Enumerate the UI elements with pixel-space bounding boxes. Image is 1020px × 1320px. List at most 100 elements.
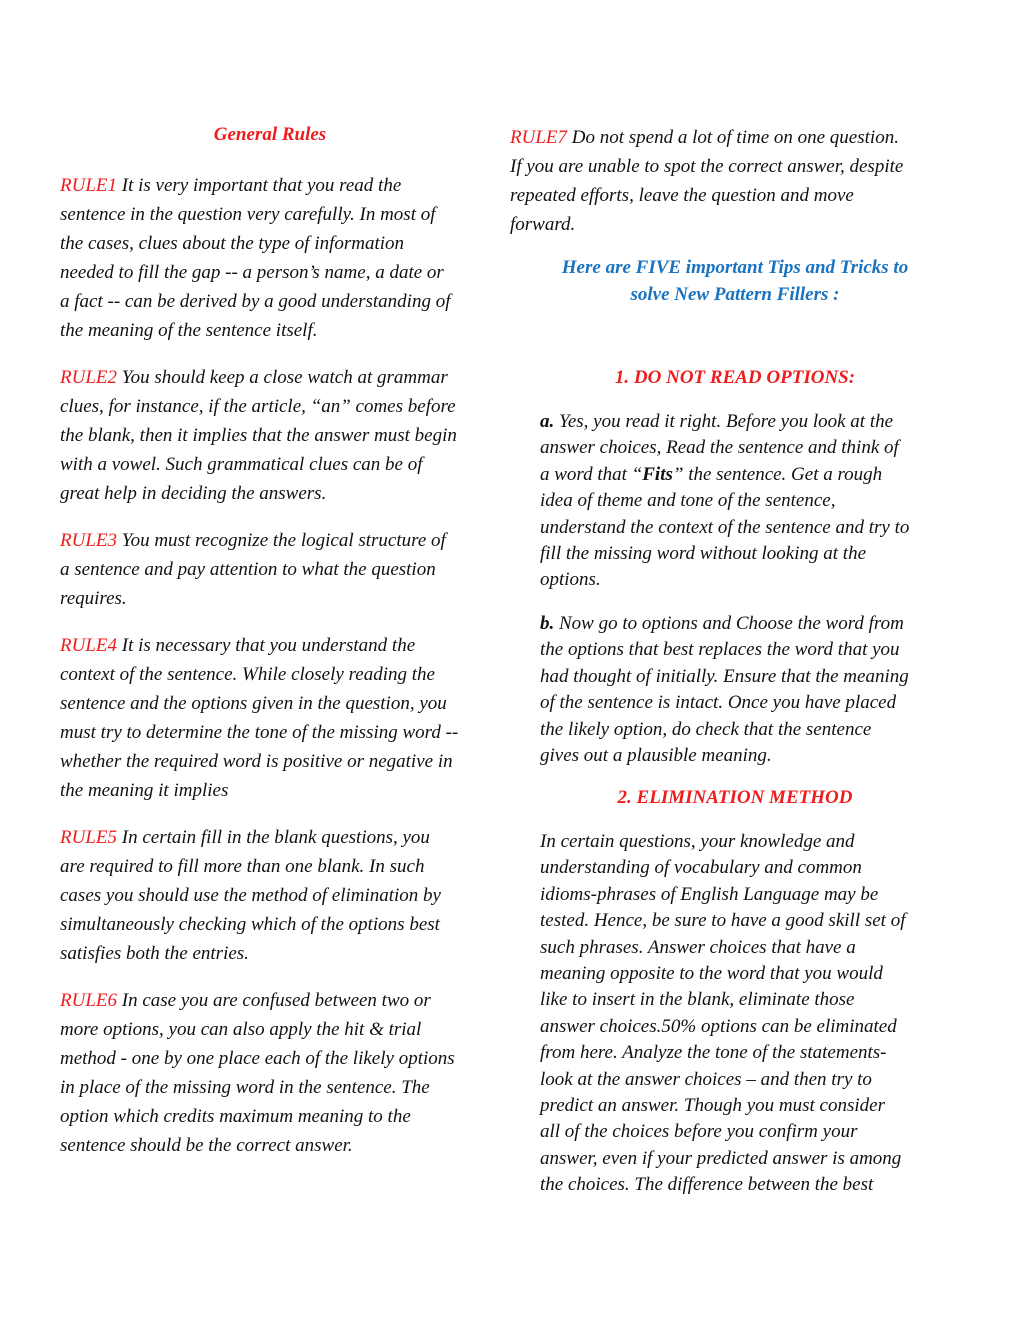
rule-label: RULE3 — [60, 530, 117, 551]
rule-label: RULE6 — [60, 990, 117, 1011]
rule-label: RULE2 — [60, 367, 117, 388]
elimination-line: answer, even if your predicted answer is… — [540, 1147, 902, 1169]
elimination-line: answer choices.50% options can be elimin… — [540, 1015, 897, 1037]
paragraph-line: cases you should use the method of elimi… — [60, 881, 490, 910]
tip-a-line: options. — [540, 569, 601, 591]
line-text: the likely option, do check that the sen… — [540, 718, 872, 740]
elimination-line: predict an answer. Though you must consi… — [540, 1095, 885, 1117]
line-text: simultaneously checking which of the opt… — [60, 914, 440, 935]
elimination-text: In certain questions, your knowledge and… — [540, 829, 905, 1199]
paragraph-line: repeated efforts, leave the question and… — [510, 181, 903, 210]
elimination-line: meaning opposite to the word that you wo… — [540, 963, 883, 985]
line-text: had thought of initially. Ensure that th… — [540, 665, 909, 687]
paragraph-line: in place of the missing word in the sent… — [60, 1073, 490, 1102]
rule-paragraph: RULE4 It is necessary that you understan… — [60, 631, 490, 805]
paragraph-line: RULE3 You must recognize the logical str… — [60, 526, 490, 555]
line-text: Do not spend a lot of time on one questi… — [567, 127, 899, 148]
rule-label: RULE4 — [60, 635, 117, 656]
line-text: gives out a plausible meaning. — [540, 745, 772, 767]
line-text: a sentence and pay attention to what the… — [60, 559, 436, 580]
tips-heading-line: solve New Pattern Fillers : — [630, 284, 840, 305]
paragraph-line: the likely option, do check that the sen… — [540, 717, 909, 743]
tip-a-line: Yes, you read it right. Before you look … — [554, 411, 894, 432]
paragraph-line: satisfies both the entries. — [60, 939, 490, 968]
line-text: the options that best replaces the word … — [540, 639, 900, 661]
tips-heading-line: Here are FIVE important Tips and Tricks … — [561, 257, 909, 278]
paragraph-line: RULE4 It is necessary that you understan… — [60, 631, 490, 660]
elimination-line: such phrases. Answer choices that have a — [540, 936, 856, 958]
paragraph-line: sentence should be the correct answer. — [60, 1131, 490, 1160]
paragraph-line: with a vowel. Such grammatical clues can… — [60, 450, 490, 479]
paragraph-line: great help in deciding the answers. — [60, 479, 490, 508]
line-text: It is necessary that you understand the — [117, 635, 416, 656]
tips-heading: Here are FIVE important Tips and Tricks … — [520, 254, 950, 308]
line-text: great help in deciding the answers. — [60, 483, 327, 504]
heading-do-not-read-options: 1. DO NOT READ OPTIONS: — [614, 367, 856, 388]
elimination-line: the choices. The difference between the … — [540, 1174, 874, 1196]
elimination-line: look at the answer choices – and then tr… — [540, 1068, 872, 1090]
line-text: If you are unable to spot the correct an… — [510, 156, 904, 177]
general-rules-title: General Rules — [213, 124, 327, 145]
paragraph-line: the blank, then it implies that the answ… — [60, 421, 490, 450]
fits-emphasis: Fits — [642, 463, 673, 485]
elimination-line: all of the choices before you confirm yo… — [540, 1121, 858, 1143]
line-text: of the sentence is intact. Once you have… — [540, 692, 897, 714]
paragraph-line: requires. — [60, 584, 490, 613]
paragraph-line: RULE5 In certain fill in the blank quest… — [60, 823, 490, 852]
paragraph-line: are required to fill more than one blank… — [60, 852, 490, 881]
line-text: You should keep a close watch at grammar — [117, 367, 448, 388]
elimination-line: tested. Hence, be sure to have a good sk… — [540, 910, 906, 932]
line-text: clues, for instance, if the article, “an… — [60, 396, 456, 417]
line-text: It is very important that you read the — [117, 175, 402, 196]
paragraph-line: clues, for instance, if the article, “an… — [60, 392, 490, 421]
line-text: You must recognize the logical structure… — [117, 530, 446, 551]
line-text: forward. — [510, 214, 576, 235]
line-text: In certain fill in the blank questions, … — [117, 827, 430, 848]
paragraph-line: RULE6 In case you are confused between t… — [60, 986, 490, 1015]
line-text: the meaning it implies — [60, 780, 229, 801]
paragraph-line: the meaning of the sentence itself. — [60, 316, 490, 345]
paragraph-line: b. Now go to options and Choose the word… — [540, 611, 909, 637]
paragraph-line: whether the required word is positive or… — [60, 747, 490, 776]
paragraph-line: forward. — [510, 210, 903, 239]
rule-label: RULE7 — [510, 127, 567, 148]
line-text: In case you are confused between two or — [117, 990, 431, 1011]
line-text: the cases, clues about the type of infor… — [60, 233, 405, 254]
tip-a-line: idea of theme and tone of the sentence, — [540, 490, 836, 512]
paragraph-line: method - one by one place each of the li… — [60, 1044, 490, 1073]
line-text: sentence and the options given in the qu… — [60, 693, 447, 714]
line-text: are required to fill more than one blank… — [60, 856, 425, 877]
tip-b: b. Now go to options and Choose the word… — [540, 611, 909, 769]
heading-elimination-method: 2. ELIMINATION METHOD — [617, 787, 853, 808]
line-text: repeated efforts, leave the question and… — [510, 185, 854, 206]
paragraph-line: simultaneously checking which of the opt… — [60, 910, 490, 939]
paragraph-line: a sentence and pay attention to what the… — [60, 555, 490, 584]
line-text: option which credits maximum meaning to … — [60, 1106, 411, 1127]
line-text: in place of the missing word in the sent… — [60, 1077, 430, 1098]
line-text: more options, you can also apply the hit… — [60, 1019, 422, 1040]
paragraph-line: of the sentence is intact. Once you have… — [540, 690, 909, 716]
paragraph-line: had thought of initially. Ensure that th… — [540, 664, 909, 690]
paragraph-line: a fact -- can be derived by a good under… — [60, 287, 490, 316]
paragraph-line: option which credits maximum meaning to … — [60, 1102, 490, 1131]
line-text: must try to determine the tone of the mi… — [60, 722, 459, 743]
line-text: a fact -- can be derived by a good under… — [60, 291, 451, 312]
line-text: whether the required word is positive or… — [60, 751, 453, 772]
rule-7: RULE7 Do not spend a lot of time on one … — [510, 123, 903, 239]
paragraph-line: RULE1 It is very important that you read… — [60, 171, 490, 200]
paragraph-line: more options, you can also apply the hit… — [60, 1015, 490, 1044]
line-text: method - one by one place each of the li… — [60, 1048, 455, 1069]
paragraph-line: must try to determine the tone of the mi… — [60, 718, 490, 747]
line-text: context of the sentence. While closely r… — [60, 664, 435, 685]
rule-paragraph: RULE2 You should keep a close watch at g… — [60, 363, 490, 508]
line-text: needed to fill the gap -- a person’s nam… — [60, 262, 444, 283]
paragraph-line: sentence and the options given in the qu… — [60, 689, 490, 718]
paragraph-line: needed to fill the gap -- a person’s nam… — [60, 258, 490, 287]
paragraph-line: the options that best replaces the word … — [540, 637, 909, 663]
rule-paragraph: RULE1 It is very important that you read… — [60, 171, 490, 345]
paragraph-line: context of the sentence. While closely r… — [60, 660, 490, 689]
rule-paragraph: RULE3 You must recognize the logical str… — [60, 526, 490, 613]
tip-a: a. Yes, you read it right. Before you lo… — [540, 409, 909, 594]
line-text: with a vowel. Such grammatical clues can… — [60, 454, 423, 475]
line-text: satisfies both the entries. — [60, 943, 249, 964]
